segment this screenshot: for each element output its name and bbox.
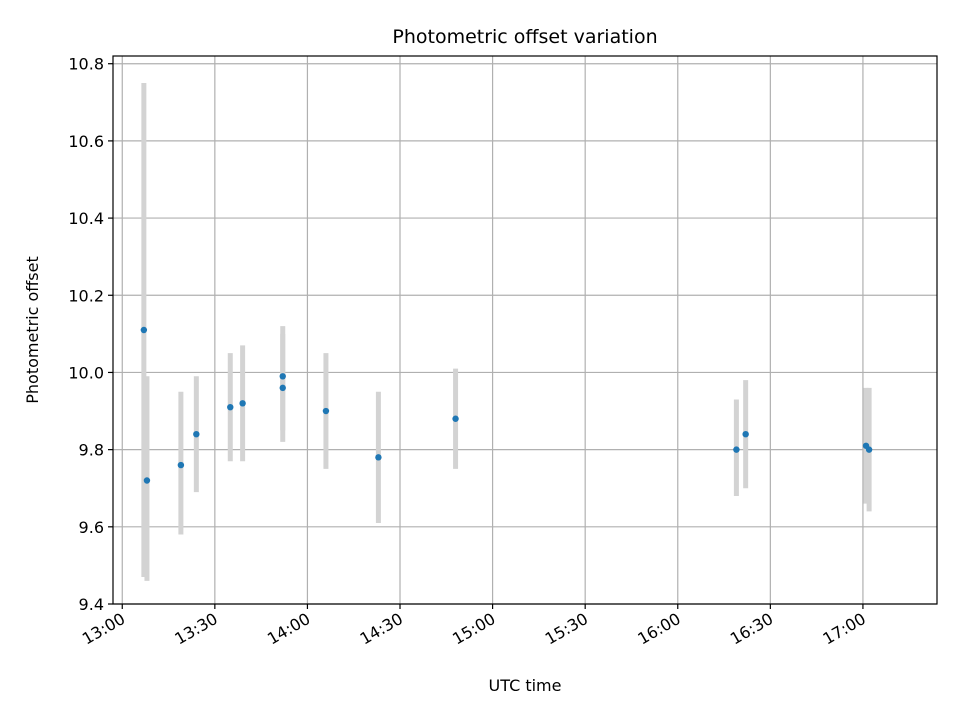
data-point [227, 403, 234, 411]
data-point [375, 454, 382, 461]
data-point [140, 326, 148, 334]
y-axis-ticks: 9.4 9.6 9.8 10.0 10.2 10.4 10.6 10.8 [68, 55, 113, 614]
data-point [279, 384, 286, 392]
data-point [193, 430, 200, 438]
data-point [742, 430, 749, 438]
data-point [322, 407, 330, 415]
chart-title: Photometric offset variation [392, 26, 657, 48]
data-point [733, 446, 740, 453]
y-axis-title: Photometric offset [23, 256, 42, 404]
plot-frame [112, 55, 938, 605]
y-tick-label: 10.0 [68, 363, 104, 382]
data-point [177, 461, 185, 469]
data-points [140, 326, 873, 484]
y-tick-label: 10.6 [68, 132, 104, 151]
y-tick-label: 10.2 [68, 286, 104, 305]
data-point [279, 373, 286, 380]
data-point [865, 446, 873, 453]
data-point [239, 400, 246, 407]
y-tick-label: 10.4 [68, 209, 104, 228]
y-tick-label: 9.6 [79, 518, 104, 537]
data-point [143, 477, 151, 484]
y-tick-label: 9.8 [79, 441, 104, 460]
y-tick-label: 9.4 [79, 595, 104, 614]
data-point [452, 415, 459, 422]
x-axis-title: UTC time [489, 676, 562, 695]
y-tick-label: 10.8 [68, 55, 104, 74]
